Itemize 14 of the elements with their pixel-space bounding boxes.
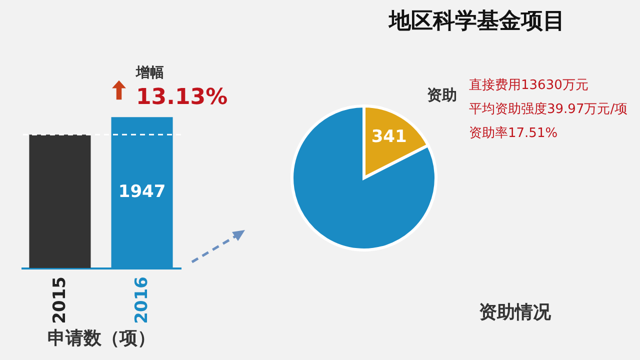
x-tick-label: 2015: [50, 276, 70, 324]
text: 平均资助强度39.97万元/项: [469, 101, 628, 117]
x-axis-title: 申请数（项）: [48, 328, 156, 349]
text: 增幅: [135, 65, 164, 81]
chart-title: 地区科学基金项目: [388, 9, 565, 34]
data-label: 341: [371, 127, 407, 148]
text: 资助率17.51%: [469, 125, 558, 141]
text: 13.13%: [136, 85, 228, 110]
text: 资助: [427, 86, 457, 104]
text: 资助情况: [479, 302, 552, 323]
data-label: 1947: [118, 182, 166, 202]
text: 直接费用13630万元: [469, 78, 588, 93]
x-tick-label: 2016: [132, 276, 152, 324]
pie-slice: [290, 104, 438, 252]
